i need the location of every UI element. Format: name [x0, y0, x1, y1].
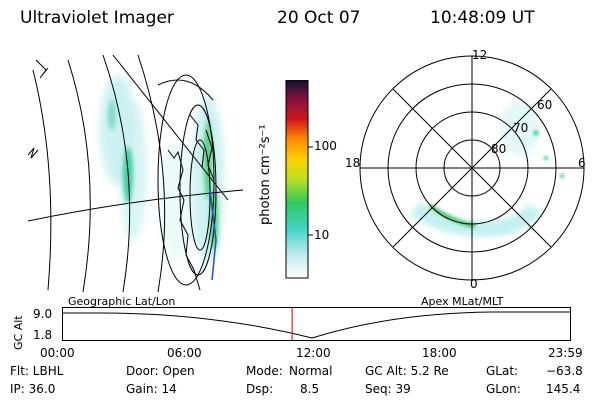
glat-label: GLat: [486, 364, 519, 378]
filter-info: Flt: LBHL [10, 364, 64, 378]
mlt-label-12: 12 [472, 48, 488, 62]
mlt-label-6: 6 [578, 156, 586, 170]
lat-label-70: 70 [513, 121, 529, 135]
gain-info: Gain: 14 [126, 382, 177, 396]
colorbar-unit: photon cm⁻²s⁻¹ [258, 124, 273, 225]
altitude-plot [62, 307, 571, 341]
title: Ultraviolet Imager [20, 8, 174, 28]
glat-value: −63.8 [546, 364, 583, 378]
glon-value: 145.4 [546, 382, 581, 396]
colorbar-tick-10: 10 [314, 228, 330, 242]
alt-xtick-0600: 06:00 [167, 346, 202, 360]
right-panel-label: Apex MLat/MLT [421, 295, 504, 308]
mode-value: Normal [289, 364, 333, 378]
glon-label: GLon: [486, 382, 521, 396]
alt-xtick-1200: 12:00 [296, 346, 331, 360]
left-panel-label: Geographic Lat/Lon [68, 295, 176, 308]
mode-label: Mode: [246, 364, 283, 378]
colorbar [285, 80, 313, 279]
ip-info: IP: 36.0 [10, 382, 56, 396]
time: 10:48:09 UT [430, 8, 535, 28]
lat-label-80: 80 [491, 142, 507, 156]
dsp-label: Dsp: [246, 382, 274, 396]
geographic-image [28, 54, 244, 292]
alt-xtick-0000: 00:00 [40, 346, 75, 360]
door-info: Door: Open [126, 364, 195, 378]
gc-alt-info: GC Alt: 5.2 Re [365, 364, 449, 378]
lat-label-60: 60 [537, 98, 553, 112]
polar-plot [359, 55, 585, 281]
mlt-label-18: 18 [345, 156, 361, 170]
dsp-value: 8.5 [300, 382, 320, 396]
date: 20 Oct 07 [277, 8, 361, 28]
mlt-label-0: 0 [470, 277, 478, 291]
alt-xtick-2359: 23:59 [548, 346, 583, 360]
alt-ytick-1-8: 1.8 [33, 328, 53, 342]
alt-ytick-9: 9.0 [33, 307, 53, 321]
alt-ylabel: GC Alt [12, 315, 25, 350]
alt-xtick-1800: 18:00 [422, 346, 457, 360]
seq-info: Seq: 39 [365, 382, 411, 396]
colorbar-tick-100: 100 [314, 139, 337, 153]
